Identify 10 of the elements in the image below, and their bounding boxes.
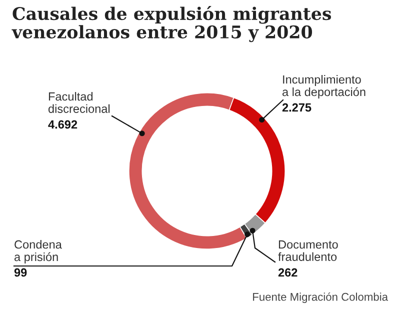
data-label: 2.275	[282, 103, 312, 112]
chart-title: Causales de expulsión migrantes venezolanos entre 2015 y 2020	[12, 6, 332, 42]
data-label: 99	[14, 268, 27, 277]
slice-label: Facultad discrecional	[48, 92, 110, 113]
source-note: Fuente Migración Colombia	[253, 292, 388, 303]
slice-label: Condena a prisión	[14, 240, 62, 264]
slice-label: Documento fraudulento	[278, 240, 338, 261]
slice-label: Incumplimiento a la deportación	[282, 75, 366, 98]
data-label: 262	[278, 268, 298, 277]
data-label: 4.692	[48, 120, 78, 129]
